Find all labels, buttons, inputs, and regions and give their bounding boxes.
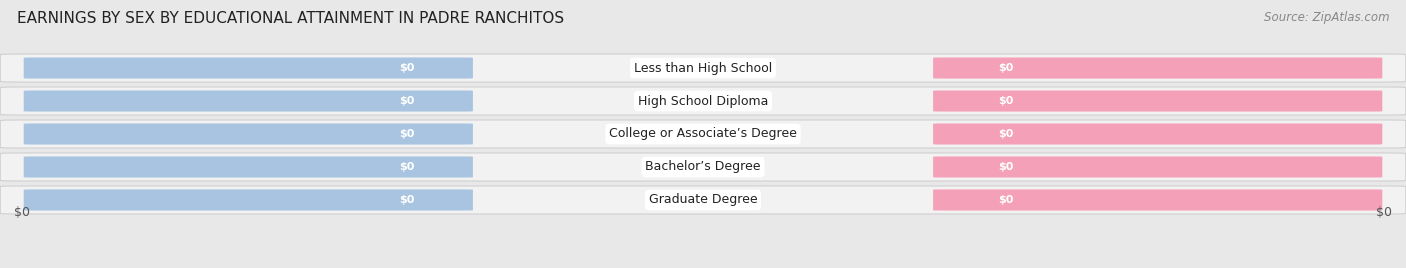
Text: $0: $0	[399, 162, 415, 172]
Text: $0: $0	[998, 162, 1014, 172]
FancyBboxPatch shape	[24, 189, 472, 210]
FancyBboxPatch shape	[24, 58, 472, 79]
FancyBboxPatch shape	[934, 58, 1382, 79]
Text: College or Associate’s Degree: College or Associate’s Degree	[609, 128, 797, 140]
FancyBboxPatch shape	[0, 186, 1406, 214]
Text: EARNINGS BY SEX BY EDUCATIONAL ATTAINMENT IN PADRE RANCHITOS: EARNINGS BY SEX BY EDUCATIONAL ATTAINMEN…	[17, 11, 564, 26]
Text: High School Diploma: High School Diploma	[638, 95, 768, 107]
Text: $0: $0	[14, 206, 30, 219]
Text: $0: $0	[998, 129, 1014, 139]
Text: $0: $0	[1376, 206, 1392, 219]
Text: Less than High School: Less than High School	[634, 62, 772, 75]
Text: $0: $0	[399, 129, 415, 139]
Text: $0: $0	[998, 63, 1014, 73]
Text: $0: $0	[399, 63, 415, 73]
FancyBboxPatch shape	[0, 153, 1406, 181]
FancyBboxPatch shape	[934, 124, 1382, 144]
FancyBboxPatch shape	[0, 120, 1406, 148]
Text: $0: $0	[399, 195, 415, 205]
Text: Graduate Degree: Graduate Degree	[648, 193, 758, 206]
FancyBboxPatch shape	[934, 157, 1382, 177]
Text: Bachelor’s Degree: Bachelor’s Degree	[645, 161, 761, 173]
FancyBboxPatch shape	[934, 189, 1382, 210]
FancyBboxPatch shape	[24, 91, 472, 111]
FancyBboxPatch shape	[24, 124, 472, 144]
FancyBboxPatch shape	[0, 87, 1406, 115]
Text: Source: ZipAtlas.com: Source: ZipAtlas.com	[1264, 11, 1389, 24]
FancyBboxPatch shape	[0, 54, 1406, 82]
FancyBboxPatch shape	[934, 91, 1382, 111]
FancyBboxPatch shape	[24, 157, 472, 177]
Text: $0: $0	[998, 96, 1014, 106]
Text: $0: $0	[998, 195, 1014, 205]
Text: $0: $0	[399, 96, 415, 106]
